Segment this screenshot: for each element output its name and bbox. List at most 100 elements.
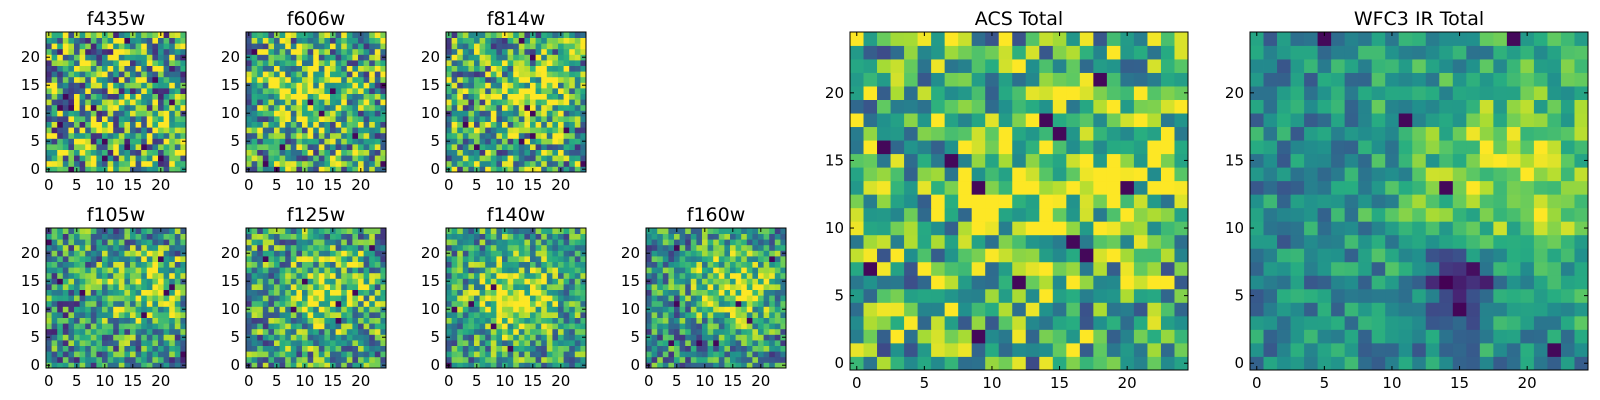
heatmap-cell bbox=[330, 149, 336, 156]
heatmap-cell bbox=[904, 329, 918, 344]
heatmap-cell bbox=[541, 99, 548, 106]
heatmap-cell bbox=[446, 121, 452, 128]
heatmap-cell bbox=[679, 351, 686, 358]
heatmap-cell bbox=[96, 340, 103, 346]
heatmap-cell bbox=[931, 180, 946, 195]
heatmap-cell bbox=[513, 334, 520, 341]
heatmap-cell bbox=[457, 104, 464, 111]
heatmap-cell bbox=[90, 284, 97, 290]
heatmap-cell bbox=[479, 104, 486, 111]
heatmap-cell bbox=[358, 334, 364, 341]
heatmap-cell bbox=[79, 121, 86, 128]
heatmap-cell bbox=[1039, 302, 1054, 317]
heatmap-cell bbox=[290, 144, 297, 150]
heatmap-cell bbox=[335, 239, 342, 246]
heatmap-cell bbox=[274, 256, 280, 262]
heatmap-cell bbox=[135, 76, 142, 83]
heatmap-cell bbox=[51, 256, 58, 262]
heatmap-cell bbox=[513, 228, 520, 234]
heatmap-cell bbox=[702, 300, 708, 307]
heatmap-cell bbox=[535, 312, 542, 318]
heatmap-cell bbox=[135, 267, 142, 274]
heatmap-cell bbox=[358, 144, 364, 150]
heatmap-cell bbox=[917, 153, 932, 168]
heatmap-cell bbox=[302, 267, 308, 274]
heatmap-cell bbox=[341, 233, 348, 240]
heatmap-cell bbox=[318, 272, 325, 279]
heatmap-cell bbox=[46, 160, 52, 167]
heatmap-cell bbox=[158, 317, 164, 324]
heatmap-cell bbox=[318, 166, 325, 173]
heatmap-cell bbox=[380, 93, 387, 100]
heatmap-cell bbox=[296, 110, 303, 117]
heatmap-cell bbox=[507, 149, 514, 156]
heatmap-cell bbox=[513, 356, 520, 363]
heatmap-cell bbox=[380, 356, 387, 363]
heatmap-cell bbox=[668, 250, 675, 257]
heatmap-cell bbox=[485, 272, 492, 279]
heatmap-cell bbox=[380, 272, 387, 279]
heatmap-cell bbox=[530, 149, 536, 156]
heatmap-cell bbox=[274, 155, 280, 162]
heatmap-cell bbox=[724, 340, 731, 346]
heatmap-cell bbox=[180, 289, 187, 296]
heatmap-cell bbox=[279, 244, 286, 251]
heatmap-cell bbox=[90, 93, 97, 100]
y-tick-label: 20 bbox=[21, 244, 40, 262]
heatmap-cell bbox=[998, 275, 1013, 290]
heatmap-cell bbox=[546, 250, 553, 257]
heatmap-cell bbox=[57, 272, 64, 279]
heatmap-cell bbox=[1025, 234, 1040, 249]
heatmap-cell bbox=[85, 233, 92, 240]
heatmap-cell bbox=[358, 104, 364, 111]
heatmap-cell bbox=[135, 82, 142, 89]
heatmap-cell bbox=[507, 356, 514, 363]
heatmap-cell bbox=[358, 317, 364, 324]
heatmap-cell bbox=[279, 88, 286, 94]
heatmap-cell bbox=[135, 155, 142, 162]
heatmap-cell bbox=[457, 37, 464, 44]
heatmap-cell bbox=[746, 295, 753, 302]
heatmap-cell bbox=[251, 312, 258, 318]
heatmap-cell bbox=[569, 65, 576, 72]
heatmap-cell bbox=[330, 127, 336, 134]
heatmap-cell bbox=[513, 127, 520, 134]
heatmap-cell bbox=[363, 272, 370, 279]
heatmap-cell bbox=[352, 99, 359, 106]
heatmap-cell bbox=[971, 221, 986, 236]
heatmap-cell bbox=[135, 110, 142, 117]
heatmap-cell bbox=[130, 272, 136, 279]
heatmap-cell bbox=[251, 32, 258, 38]
heatmap-cell bbox=[74, 239, 80, 246]
heatmap-cell bbox=[713, 289, 720, 296]
heatmap-cell bbox=[446, 48, 452, 55]
heatmap-cell bbox=[707, 250, 714, 257]
heatmap-cell bbox=[462, 256, 469, 262]
heatmap-cell bbox=[490, 228, 497, 234]
heatmap-cell bbox=[174, 121, 181, 128]
heatmap-cell bbox=[62, 312, 69, 318]
heatmap-cell bbox=[257, 144, 264, 150]
heatmap-cell bbox=[346, 228, 353, 234]
heatmap-cell bbox=[158, 244, 164, 251]
heatmap-cell bbox=[180, 88, 187, 94]
heatmap-cell bbox=[124, 334, 131, 341]
heatmap-cell bbox=[124, 60, 131, 66]
heatmap-cell bbox=[251, 99, 258, 106]
axes-frame bbox=[45, 31, 187, 173]
heatmap-cell bbox=[107, 65, 114, 72]
heatmap-cell bbox=[462, 323, 469, 330]
heatmap-cell bbox=[74, 65, 80, 72]
heatmap-cell bbox=[90, 104, 97, 111]
heatmap-cell bbox=[268, 351, 275, 358]
heatmap-cell bbox=[180, 228, 187, 234]
heatmap-cell bbox=[158, 99, 164, 106]
heatmap-cell bbox=[130, 48, 136, 55]
heatmap-cell bbox=[468, 239, 475, 246]
heatmap-cell bbox=[763, 256, 770, 262]
heatmap-cell bbox=[541, 328, 548, 335]
heatmap-cell bbox=[174, 99, 181, 106]
heatmap-cell bbox=[552, 99, 559, 106]
heatmap-cell bbox=[324, 144, 331, 150]
heatmap-cell bbox=[462, 60, 469, 66]
